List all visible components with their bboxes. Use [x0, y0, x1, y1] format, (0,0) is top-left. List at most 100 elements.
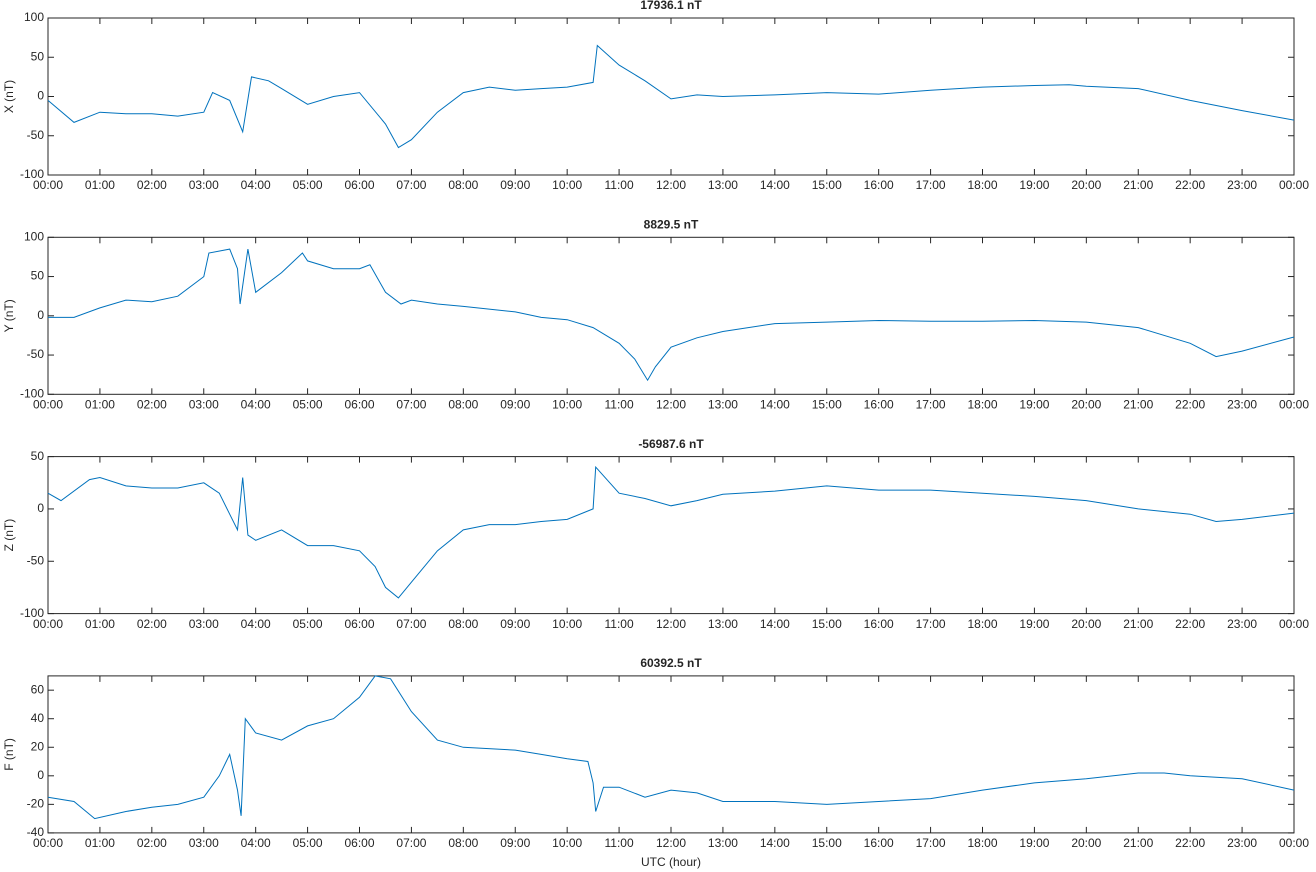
x-tick-label: 07:00: [396, 178, 426, 192]
x-tick-label: 00:00: [33, 836, 63, 850]
x-tick-label: 14:00: [760, 178, 790, 192]
x-tick-label: 09:00: [500, 836, 530, 850]
x-tick-label: 18:00: [967, 397, 997, 411]
chart-title: 8829.5 nT: [644, 217, 699, 231]
y-tick-label: 50: [31, 269, 45, 283]
chart-title: 60392.5 nT: [640, 656, 702, 670]
x-tick-label: 05:00: [293, 836, 323, 850]
x-tick-label: 06:00: [344, 178, 374, 192]
x-tick-label: 10:00: [552, 178, 582, 192]
x-tick-label: 19:00: [1019, 836, 1049, 850]
x-tick-label: 00:00: [1279, 178, 1309, 192]
x-tick-label: 08:00: [448, 836, 478, 850]
x-tick-label: 03:00: [189, 836, 219, 850]
x-tick-label: 19:00: [1019, 178, 1049, 192]
x-tick-label: 10:00: [552, 397, 582, 411]
x-tick-label: 00:00: [33, 617, 63, 631]
axes-box: [47, 456, 1295, 615]
x-tick-label: 00:00: [1279, 617, 1309, 631]
x-tick-label: 14:00: [760, 397, 790, 411]
x-tick-label: 00:00: [1279, 397, 1309, 411]
x-tick-label: 00:00: [33, 397, 63, 411]
x-tick-label: 08:00: [448, 178, 478, 192]
x-tick-label: 19:00: [1019, 397, 1049, 411]
axes-box: [47, 236, 1295, 395]
x-tick-label: 13:00: [708, 617, 738, 631]
data-line: [47, 44, 1295, 149]
x-tick-label: 18:00: [967, 836, 997, 850]
x-tick-label: 03:00: [189, 178, 219, 192]
axes-box: [47, 675, 1295, 834]
x-tick-label: 09:00: [500, 617, 530, 631]
x-tick-label: 17:00: [916, 178, 946, 192]
x-tick-label: 16:00: [864, 836, 894, 850]
data-line: [48, 248, 1295, 382]
x-tick-label: 09:00: [500, 178, 530, 192]
y-tick-label: -50: [27, 128, 45, 142]
x-tick-label: 17:00: [916, 397, 946, 411]
x-tick-label: 01:00: [85, 617, 115, 631]
y-tick-label: -50: [27, 553, 45, 567]
x-tick-label: 02:00: [137, 178, 167, 192]
y-tick-label: -100: [20, 167, 44, 181]
x-tick-label: 20:00: [1071, 397, 1101, 411]
x-tick-label: 20:00: [1071, 178, 1101, 192]
x-tick-label: 23:00: [1227, 178, 1257, 192]
x-tick-label: 23:00: [1227, 836, 1257, 850]
x-tick-label: 05:00: [293, 397, 323, 411]
x-tick-label: 12:00: [656, 178, 686, 192]
y-tick-label: 100: [24, 229, 44, 243]
x-tick-label: 11:00: [605, 397, 634, 411]
x-tick-label: 21:00: [1123, 397, 1153, 411]
y-tick-label: 60: [31, 682, 45, 696]
x-tick-label: 22:00: [1175, 397, 1205, 411]
x-tick-label: 05:00: [293, 178, 323, 192]
x-tick-label: 01:00: [85, 836, 115, 850]
y-axis-label: X (nT): [2, 80, 16, 113]
y-tick-label: 0: [37, 308, 44, 322]
x-tick-label: 01:00: [85, 178, 115, 192]
x-tick-label: 04:00: [241, 617, 271, 631]
y-tick-label: -40: [27, 825, 45, 839]
x-tick-label: 04:00: [241, 836, 271, 850]
y-tick-label: 100: [24, 10, 44, 24]
x-axis-label: UTC (hour): [641, 855, 701, 869]
x-tick-label: 00:00: [1279, 836, 1309, 850]
x-tick-label: 03:00: [189, 397, 219, 411]
y-tick-label: 50: [31, 449, 45, 463]
x-tick-label: 23:00: [1227, 397, 1257, 411]
y-tick-label: 0: [37, 89, 44, 103]
x-tick-label: 12:00: [656, 617, 686, 631]
x-tick-label: 13:00: [708, 397, 738, 411]
x-tick-label: 11:00: [605, 178, 634, 192]
x-tick-label: 17:00: [916, 836, 946, 850]
axes-box: [47, 17, 1295, 176]
x-tick-label: 07:00: [396, 397, 426, 411]
x-tick-label: 04:00: [241, 397, 271, 411]
x-tick-label: 22:00: [1175, 617, 1205, 631]
x-tick-label: 12:00: [656, 836, 686, 850]
y-axis-label: Y (nT): [2, 299, 16, 332]
y-tick-label: 0: [37, 501, 44, 515]
y-tick-label: 0: [37, 768, 44, 782]
x-tick-label: 08:00: [448, 617, 478, 631]
y-tick-label: 20: [31, 739, 45, 753]
x-tick-label: 02:00: [137, 397, 167, 411]
x-tick-label: 21:00: [1123, 617, 1153, 631]
x-tick-label: 06:00: [344, 836, 374, 850]
x-tick-label: 13:00: [708, 178, 738, 192]
y-axis-label: F (nT): [2, 738, 16, 771]
x-tick-label: 15:00: [812, 617, 842, 631]
x-tick-label: 12:00: [656, 397, 686, 411]
x-tick-label: 01:00: [85, 397, 115, 411]
y-tick-label: 50: [31, 49, 45, 63]
y-tick-label: -100: [20, 606, 44, 620]
chart-title: -56987.6 nT: [638, 437, 704, 451]
x-tick-label: 10:00: [552, 617, 582, 631]
y-tick-label: -20: [27, 797, 45, 811]
y-tick-label: -100: [20, 386, 44, 400]
x-tick-label: 03:00: [189, 617, 219, 631]
y-tick-label: 40: [31, 711, 45, 725]
x-tick-label: 05:00: [293, 617, 323, 631]
